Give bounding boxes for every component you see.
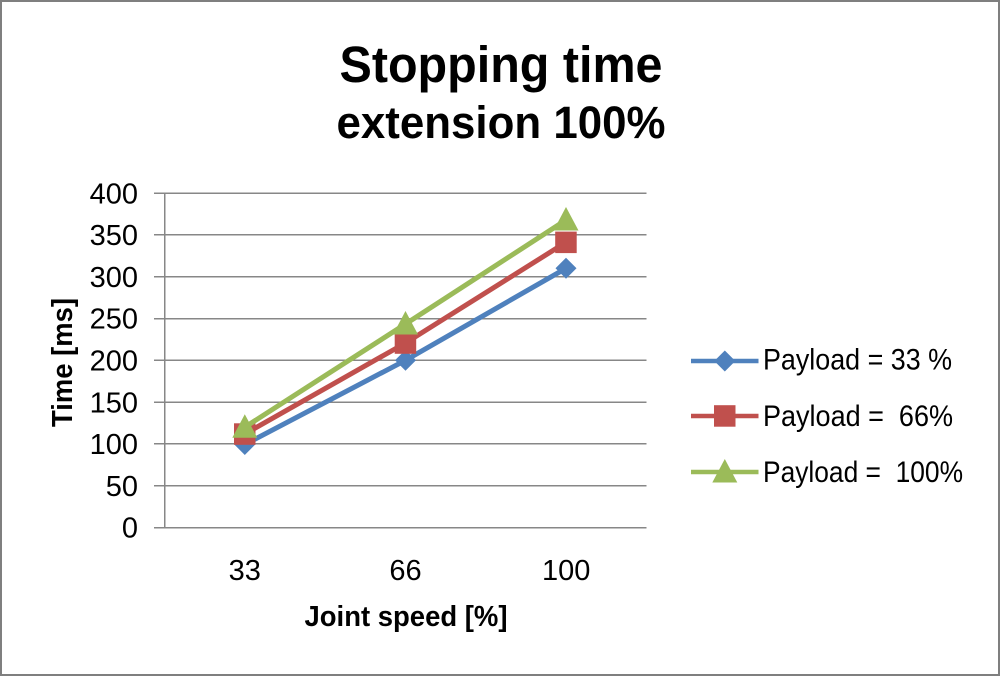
svg-text:extension 100%: extension 100% [337,97,666,148]
svg-text:100: 100 [90,429,138,461]
svg-text:200: 200 [90,346,138,378]
svg-text:Payload = 33 %: Payload = 33 % [763,344,952,377]
svg-text:Time [ms]: Time [ms] [47,298,79,427]
svg-text:Joint speed [%]: Joint speed [%] [305,601,508,633]
svg-text:350: 350 [90,220,138,252]
svg-text:100: 100 [542,555,590,587]
svg-text:Stopping time: Stopping time [340,36,663,93]
svg-text:33: 33 [229,555,261,587]
svg-text:50: 50 [106,471,138,503]
svg-text:Payload = 100%: Payload = 100% [763,456,963,489]
svg-text:66: 66 [389,555,421,587]
svg-text:150: 150 [90,387,138,419]
svg-text:Payload = 66%: Payload = 66% [763,400,953,433]
svg-text:0: 0 [122,513,138,545]
svg-text:300: 300 [90,262,138,294]
svg-text:400: 400 [90,178,138,210]
svg-text:250: 250 [90,304,138,336]
